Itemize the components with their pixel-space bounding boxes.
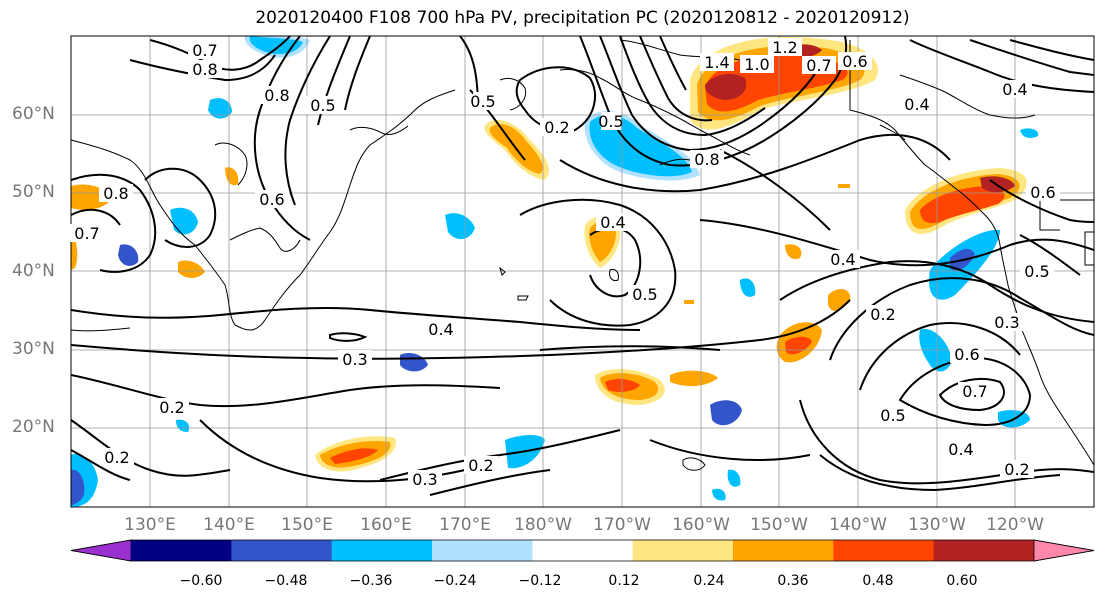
contour-label: 1.4 xyxy=(704,53,729,72)
contour-label: 0.4 xyxy=(830,250,855,269)
colorbar-segment xyxy=(532,540,634,561)
colorbar-tick-label: −0.60 xyxy=(179,573,223,589)
lon-label: 160°E xyxy=(360,515,412,535)
colorbar xyxy=(70,539,1095,562)
lon-label: 170°E xyxy=(439,515,491,535)
contour-label: 0.2 xyxy=(1004,460,1029,479)
lat-label: 30°N xyxy=(12,339,55,359)
contour-label: 0.4 xyxy=(948,440,973,459)
colorbar-tick-label: 0.48 xyxy=(862,573,894,589)
contour-label: 1.0 xyxy=(744,55,769,74)
gridlines xyxy=(71,36,1094,507)
contour-label: 0.5 xyxy=(1024,262,1049,281)
contour-label: 0.7 xyxy=(806,56,831,75)
contour-label: 0.2 xyxy=(544,118,569,137)
contour-label: 0.2 xyxy=(159,398,184,417)
lon-label: 130°E xyxy=(124,515,176,535)
contour-label: 0.3 xyxy=(412,470,437,489)
colorbar-tick-label: −0.48 xyxy=(264,573,308,589)
map-frame xyxy=(70,35,1095,508)
lon-label: 130°W xyxy=(908,515,966,535)
contour-label: 0.5 xyxy=(880,406,905,425)
contour-labels: 0.7 0.8 0.8 0.5 0.6 0.8 0.7 0.2 1.0 1.2 … xyxy=(70,38,1060,489)
lon-label: 160°W xyxy=(672,515,730,535)
contour-label: 0.8 xyxy=(694,150,719,169)
colorbar-frame xyxy=(70,539,1095,562)
colorbar-extend-low xyxy=(70,539,132,562)
colorbar-tick-label: −0.36 xyxy=(349,573,393,589)
lat-label: 60°N xyxy=(12,104,55,124)
colorbar-segment xyxy=(632,540,734,561)
contour-label: 0.2 xyxy=(870,305,895,324)
colorbar-tick-label: 0.36 xyxy=(777,573,809,589)
colorbar-segment xyxy=(733,540,834,561)
colorbar-segment xyxy=(231,540,333,561)
map-title: 2020120400 F108 700 hPa PV, precipitatio… xyxy=(255,8,910,28)
contour-label: 0.3 xyxy=(994,313,1019,332)
lon-label: 120°W xyxy=(986,515,1044,535)
lon-label: 140°W xyxy=(829,515,887,535)
contour-label: 0.8 xyxy=(264,86,289,105)
colorbar-segment xyxy=(833,540,935,561)
contour-label: 0.6 xyxy=(954,345,979,364)
contour-label: 0.5 xyxy=(598,112,623,131)
lat-label: 50°N xyxy=(12,182,55,202)
lon-label: 170°W xyxy=(593,515,651,535)
lat-label: 20°N xyxy=(12,417,55,437)
coastlines xyxy=(71,39,1094,471)
colorbar-segment xyxy=(131,540,232,561)
lon-label: 150°W xyxy=(750,515,808,535)
contour-label: 0.4 xyxy=(428,320,453,339)
colorbar-tick-label: 0.60 xyxy=(946,573,978,589)
colorbar-tick-label: 0.12 xyxy=(608,573,640,589)
contour-label: 0.6 xyxy=(259,190,284,209)
contour-label: 0.5 xyxy=(310,96,335,115)
contour-label: 0.6 xyxy=(1030,183,1055,202)
contour-label: 0.5 xyxy=(470,92,495,111)
contour-label: 0.7 xyxy=(74,224,99,243)
lon-label: 150°E xyxy=(281,515,333,535)
colorbar-tick-label: −0.24 xyxy=(433,573,477,589)
contour-label: 0.3 xyxy=(342,350,367,369)
contour-label: 0.8 xyxy=(103,184,128,203)
lat-label: 40°N xyxy=(12,261,55,281)
lon-label: 180°W xyxy=(514,515,572,535)
contour-label: 0.8 xyxy=(192,60,217,79)
contour-label: 0.4 xyxy=(1002,80,1027,99)
colorbar-tick-label: −0.12 xyxy=(518,573,562,589)
contour-label: 1.2 xyxy=(772,38,797,57)
contour-label: 0.7 xyxy=(962,382,987,401)
colorbar-segment xyxy=(432,540,533,561)
contour-label: 0.4 xyxy=(904,95,929,114)
contour-label: 0.5 xyxy=(632,285,657,304)
contour-label: 0.4 xyxy=(600,213,625,232)
colorbar-tick-label: 0.24 xyxy=(693,573,725,589)
colorbar-segment xyxy=(933,540,1035,561)
contour-label: 0.6 xyxy=(842,52,867,71)
contour-label: 0.2 xyxy=(104,448,129,467)
colorbar-segment xyxy=(331,540,433,561)
contour-label: 0.2 xyxy=(468,456,493,475)
colorbar-extend-high xyxy=(1033,539,1095,562)
contour-label: 0.7 xyxy=(192,41,217,60)
lon-label: 140°E xyxy=(203,515,255,535)
